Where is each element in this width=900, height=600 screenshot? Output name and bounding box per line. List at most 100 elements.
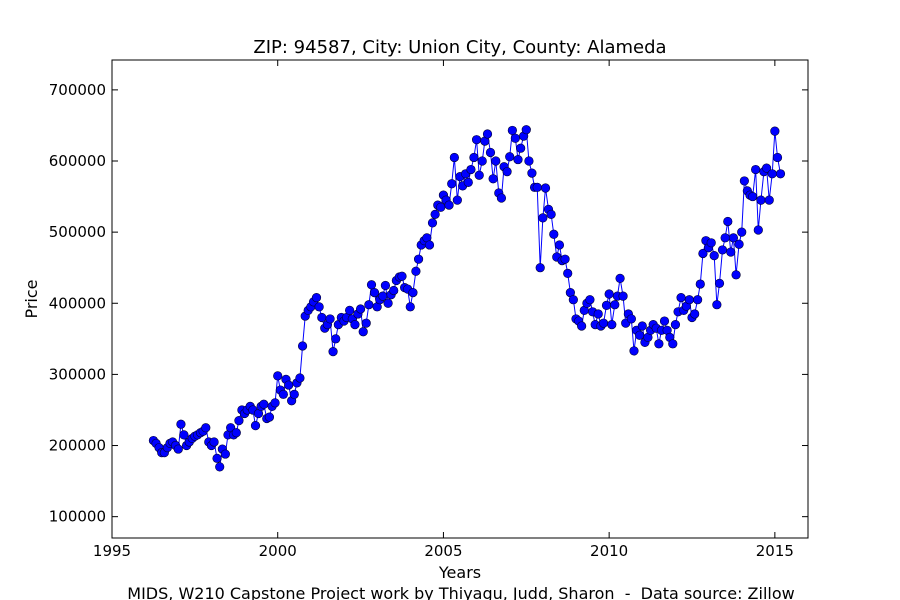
price-point [510, 133, 520, 143]
y-tick-label: 100000 [49, 508, 106, 526]
price-point [604, 289, 614, 299]
price-point [201, 423, 211, 433]
y-tick-label: 700000 [49, 81, 106, 99]
price-point [706, 238, 716, 248]
price-point [635, 330, 645, 340]
price-point [560, 254, 570, 264]
price-point [355, 304, 366, 314]
price-point [366, 280, 377, 290]
y-tick-label: 600000 [49, 152, 106, 170]
price-point [607, 320, 617, 330]
price-point [361, 318, 371, 328]
price-point [505, 152, 515, 162]
price-point [761, 163, 772, 173]
price-point [714, 278, 725, 288]
price-point [328, 347, 338, 357]
price-point [469, 152, 479, 163]
y-tick-label: 200000 [49, 437, 106, 455]
x-tick-label: 2010 [590, 542, 628, 560]
price-point [731, 270, 741, 280]
price-point [554, 240, 565, 250]
price-point [513, 154, 523, 165]
price-point [452, 195, 462, 205]
price-point [502, 167, 512, 177]
price-point [345, 305, 355, 315]
price-point [772, 152, 783, 163]
price-point [427, 218, 438, 228]
price-point [637, 321, 647, 331]
price-point [311, 292, 322, 303]
price-point [775, 169, 786, 179]
price-point [767, 169, 777, 179]
price-point [693, 295, 703, 305]
price-point [411, 266, 421, 276]
price-point [444, 200, 454, 210]
price-point [297, 341, 308, 351]
price-point [264, 412, 275, 422]
price-point [610, 300, 620, 310]
y-tick-label: 300000 [49, 365, 106, 383]
price-point [527, 168, 537, 178]
price-point [289, 389, 299, 399]
price-point [259, 399, 269, 409]
price-point [516, 143, 526, 153]
price-point [430, 209, 440, 219]
price-point [273, 371, 283, 381]
price-point [215, 462, 225, 472]
price-point [331, 334, 341, 344]
footer: MIDS, W210 Capstone Project work by Thiy… [127, 584, 794, 600]
price-point [546, 209, 556, 219]
price-point [521, 125, 531, 135]
price-point [563, 268, 573, 278]
price-point [568, 295, 578, 305]
price-point [751, 164, 761, 175]
price-point [654, 339, 664, 349]
price-point [383, 298, 393, 308]
price-point [734, 239, 744, 249]
price-point [618, 291, 628, 301]
price-point [250, 421, 261, 431]
price-point [676, 292, 686, 303]
price-point [234, 416, 244, 426]
price-point [684, 295, 694, 305]
price-point [358, 327, 368, 337]
price-point [668, 339, 678, 349]
price-point [690, 309, 700, 319]
price-point [463, 177, 473, 187]
price-point [723, 216, 733, 227]
price-point [717, 245, 728, 255]
price-point [449, 152, 459, 163]
price-point [295, 373, 305, 383]
price-point [179, 430, 189, 440]
price-point [712, 300, 722, 310]
price-point [507, 125, 517, 136]
price-point [626, 314, 636, 324]
price-point [720, 233, 730, 243]
price-point [532, 182, 542, 192]
price-point [726, 247, 736, 257]
price-point [764, 195, 774, 205]
price-point [540, 183, 551, 193]
price-point [284, 380, 294, 390]
price-point [659, 316, 670, 326]
y-axis-label: Price [22, 279, 41, 318]
price-point [212, 453, 222, 463]
x-tick-label: 2000 [259, 542, 297, 560]
price-point [477, 156, 487, 166]
plot-frame [111, 59, 809, 539]
price-point [405, 302, 415, 312]
price-point [709, 251, 719, 261]
price-point [317, 312, 327, 323]
x-tick-label: 1995 [93, 542, 131, 560]
price-point [424, 240, 435, 250]
price-point [670, 320, 681, 330]
y-tick-label: 400000 [49, 294, 106, 312]
price-point [389, 285, 399, 296]
price-point [756, 195, 766, 205]
price-point [698, 248, 708, 259]
price-point [585, 295, 595, 305]
price-point [270, 398, 280, 408]
price-point [482, 129, 493, 139]
price-point [209, 437, 219, 447]
